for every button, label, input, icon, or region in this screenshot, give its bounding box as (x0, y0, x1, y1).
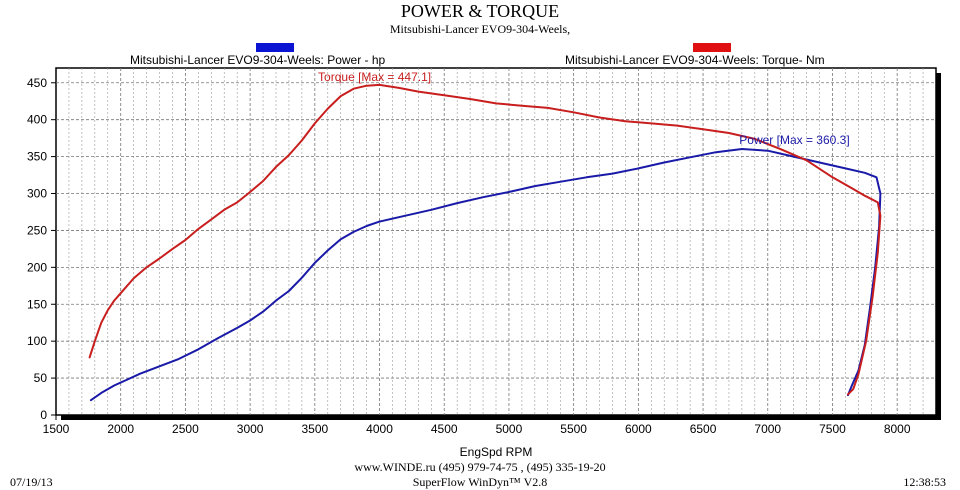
x-tick-label: 2500 (172, 422, 199, 436)
chart-subtitle: Mitsubishi-Lancer EVO9-304-Weels, (389, 22, 571, 36)
x-tick-label: 7000 (754, 422, 781, 436)
footer-date: 07/19/13 (10, 475, 53, 489)
power-max-annotation: Power [Max = 360.3] (739, 133, 849, 147)
y-tick-label: 250 (27, 223, 47, 237)
x-tick-label: 7500 (819, 422, 846, 436)
x-tick-label: 4500 (431, 422, 458, 436)
footer-time: 12:38:53 (903, 475, 946, 489)
y-tick-label: 50 (34, 371, 48, 385)
x-tick-label: 4000 (366, 422, 393, 436)
grid (56, 68, 936, 415)
footer-software: SuperFlow WinDyn™ V2.8 (412, 475, 548, 489)
axis-ticks: 1500 2000 2500 3000 3500 4000 4500 5000 5500 6000… (27, 76, 911, 436)
chart-title: POWER & TORQUE (400, 1, 560, 21)
x-tick-label: 6000 (625, 422, 652, 436)
annotations: Torque [Max = 447.1] Power [Max = 360.3] (318, 70, 850, 147)
power-line (89, 148, 882, 402)
x-axis-label: EngSpd RPM (460, 445, 533, 459)
x-tick-label: 1500 (43, 422, 70, 436)
x-tick-label: 2000 (107, 422, 134, 436)
x-tick-label: 6500 (690, 422, 717, 436)
x-tick-label: 5500 (560, 422, 587, 436)
legend-swatch-power (256, 43, 294, 52)
legend-label-power: Mitsubishi-Lancer EVO9-304-Weels: Power … (130, 53, 386, 67)
x-tick-label: 3000 (237, 422, 264, 436)
legend: Mitsubishi-Lancer EVO9-304-Weels: Power … (130, 43, 825, 67)
y-tick-label: 350 (27, 150, 47, 164)
y-tick-label: 0 (40, 408, 47, 422)
x-tick-label: 5000 (496, 422, 523, 436)
y-tick-label: 150 (27, 297, 47, 311)
x-tick-label: 3500 (301, 422, 328, 436)
footer-url: www.WINDE.ru (495) 979-74-75 , (495) 335… (354, 460, 606, 474)
legend-label-torque: Mitsubishi-Lancer EVO9-304-Weels: Torque… (565, 53, 825, 67)
x-tick-label: 8000 (884, 422, 911, 436)
y-tick-label: 450 (27, 76, 47, 90)
series-lines (88, 83, 882, 402)
torque-max-annotation: Torque [Max = 447.1] (318, 70, 431, 84)
y-tick-label: 200 (27, 260, 47, 274)
y-tick-label: 100 (27, 334, 47, 348)
torque-line (88, 83, 882, 396)
y-tick-label: 300 (27, 187, 47, 201)
y-tick-label: 400 (27, 113, 47, 127)
legend-swatch-torque (693, 43, 731, 52)
